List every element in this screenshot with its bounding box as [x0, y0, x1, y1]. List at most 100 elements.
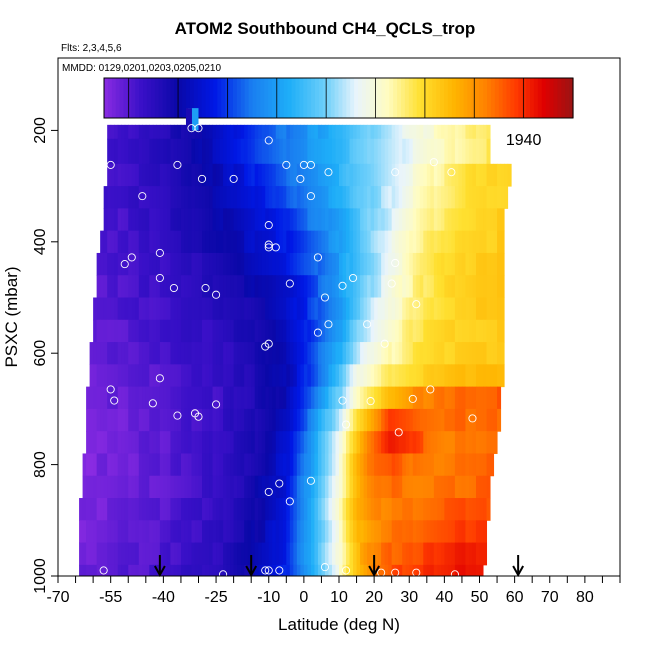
heatmap-cell [240, 297, 245, 321]
heatmap-cell [490, 342, 495, 365]
observation-point [212, 400, 221, 409]
heatmap-cell [233, 138, 238, 165]
heatmap-cell [381, 431, 386, 454]
heatmap-cell [472, 230, 477, 254]
heatmap-cell [339, 453, 344, 477]
heatmap-cell [261, 208, 266, 232]
heatmap-cell [286, 431, 291, 454]
heatmap-cell [100, 386, 105, 410]
heatmap-cell [339, 186, 344, 209]
heatmap-cell [282, 520, 287, 544]
heatmap-cell [279, 297, 284, 321]
heatmap-cell [93, 408, 98, 432]
heatmap-cell [194, 342, 199, 365]
heatmap-cell [493, 297, 498, 321]
heatmap-cell [349, 342, 354, 365]
heatmap-cell [272, 453, 277, 477]
heatmap-cell [265, 342, 270, 365]
heatmap-cell [275, 364, 280, 388]
heatmap-cell [82, 475, 87, 499]
colorbar-segment [158, 78, 164, 118]
heatmap-cell [483, 453, 488, 477]
heatmap-cell [465, 431, 470, 454]
heatmap-cell [310, 208, 315, 232]
heatmap-cell [286, 342, 291, 365]
heatmap-cell [412, 498, 417, 521]
heatmap-cell [230, 498, 235, 521]
colorbar-segment [526, 78, 531, 118]
heatmap-cell [433, 208, 438, 232]
heatmap-cell [339, 498, 344, 521]
heatmap-cell [391, 252, 396, 276]
heatmap-cell [398, 163, 403, 187]
heatmap-cell [282, 408, 287, 432]
heatmap-cell [314, 453, 319, 477]
observation-point [391, 168, 400, 177]
heatmap-cell [367, 208, 372, 232]
heatmap-cell [426, 252, 431, 276]
colorbar-segment [209, 78, 215, 118]
heatmap-cell [251, 208, 256, 232]
heatmap-cell [346, 408, 351, 432]
heatmap-cell [149, 564, 154, 577]
heatmap-cell [261, 138, 266, 165]
heatmap-cell [166, 163, 171, 187]
heatmap-cell [300, 475, 305, 499]
heatmap-cell [335, 208, 340, 232]
heatmap-cell [170, 163, 175, 187]
heatmap-cell [367, 138, 372, 165]
heatmap-cell [483, 520, 488, 544]
heatmap-cell [251, 475, 256, 499]
heatmap-cell [177, 520, 182, 544]
heatmap-cell [233, 498, 238, 521]
heatmap-cell [230, 520, 235, 544]
heatmap-cell [103, 275, 108, 299]
heatmap-cell [117, 542, 122, 566]
heatmap-cell [423, 275, 428, 299]
heatmap-cell [131, 453, 136, 477]
heatmap-cell [437, 138, 442, 165]
heatmap-cell [177, 124, 182, 140]
heatmap-cell [142, 386, 147, 410]
heatmap-cell [282, 297, 287, 321]
heatmap-cell [391, 542, 396, 566]
heatmap-cell [416, 386, 421, 410]
heatmap-cell [107, 163, 112, 187]
heatmap-cell [212, 498, 217, 521]
heatmap-cell [374, 124, 379, 140]
heatmap-cell [254, 186, 259, 209]
heatmap-cell [493, 230, 498, 254]
heatmap-cell [142, 208, 147, 232]
heatmap-cell [454, 408, 459, 432]
heatmap-cell [282, 386, 287, 410]
heatmap-cell [328, 124, 333, 140]
heatmap-cell [377, 230, 382, 254]
heatmap-cell [251, 342, 256, 365]
heatmap-cell [423, 138, 428, 165]
heatmap-cell [458, 319, 463, 343]
heatmap-cell [166, 252, 171, 276]
heatmap-cell [170, 364, 175, 388]
heatmap-cell [170, 475, 175, 499]
heatmap-cell [300, 163, 305, 187]
heatmap-cell [177, 230, 182, 254]
heatmap-cell [258, 208, 263, 232]
heatmap-cell [103, 475, 108, 499]
heatmap-cell [198, 252, 203, 276]
heatmap-cell [282, 163, 287, 187]
heatmap-cell [437, 297, 442, 321]
observation-point [282, 160, 291, 169]
heatmap-cell [314, 520, 319, 544]
heatmap-cell [475, 230, 480, 254]
heatmap-cell [490, 408, 495, 432]
heatmap-cell [209, 542, 214, 566]
heatmap-cell [258, 408, 263, 432]
heatmap-cell [237, 364, 242, 388]
heatmap-cell [114, 342, 119, 365]
heatmap-cell [296, 297, 301, 321]
colorbar-segment [264, 78, 269, 118]
heatmap-cell [237, 252, 242, 276]
heatmap-cell [409, 520, 414, 544]
heatmap-cell [82, 498, 87, 521]
heatmap-cell [237, 475, 242, 499]
